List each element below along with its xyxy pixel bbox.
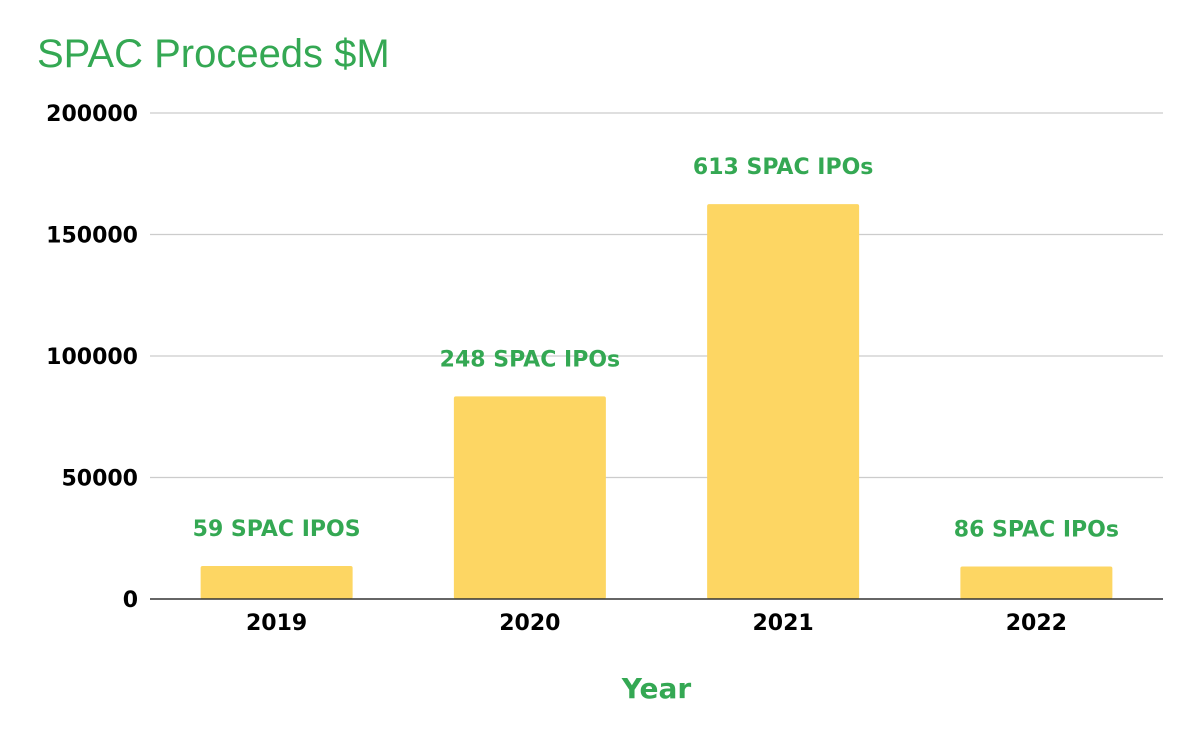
labels: 0 50000 100000 150000 200000 59 SPAC IPOS 2019… [46,102,1119,705]
y-tick-label-50000: 50000 [61,467,138,492]
x-tick-label-2019: 2019 [246,611,307,636]
y-tick-label-0: 0 [123,588,138,613]
bar-2021 [707,204,860,599]
x-tick-label-2021: 2021 [753,611,814,636]
data-label-2021: 613 SPAC IPOs [693,155,873,180]
bars [200,204,1113,599]
y-tick-label-100000: 100000 [46,345,138,370]
x-tick-label-2022: 2022 [1006,611,1067,636]
data-label-2019: 59 SPAC IPOS [193,517,361,542]
bar-2019 [200,565,353,599]
data-label-2020: 248 SPAC IPOs [440,347,620,372]
x-tick-label-2020: 2020 [499,611,560,636]
bar-2022 [960,566,1113,599]
x-axis-title: Year [621,672,692,705]
chart-title: SPAC Proceeds $M [37,32,390,76]
gridlines [150,112,1163,479]
y-tick-label-200000: 200000 [46,102,138,127]
data-label-2022: 86 SPAC IPOs [954,517,1119,542]
bar-2020 [453,396,606,599]
y-tick-label-150000: 150000 [46,224,138,249]
